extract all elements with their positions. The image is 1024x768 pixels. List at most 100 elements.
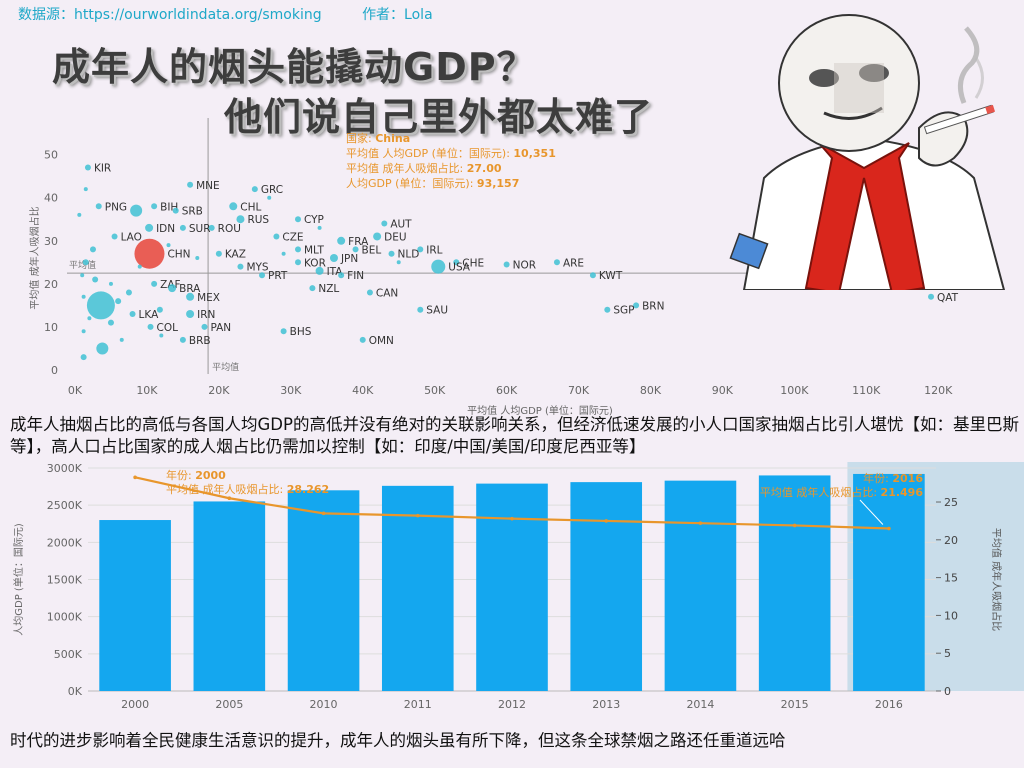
bar-2000[interactable] — [99, 520, 171, 691]
scatter-point[interactable] — [195, 256, 200, 260]
scatter-point[interactable] — [77, 212, 82, 217]
scatter-point-idn[interactable] — [145, 223, 154, 232]
scatter-point-nzl[interactable] — [309, 285, 316, 292]
scatter-point[interactable] — [156, 306, 163, 313]
bar-2015[interactable] — [758, 475, 831, 691]
scatter-point-bel[interactable] — [352, 246, 359, 253]
y-tick-label: 30 — [44, 235, 58, 248]
scatter-point-fin[interactable] — [338, 272, 345, 279]
scatter-point-chn[interactable] — [134, 238, 165, 269]
scatter-point[interactable] — [82, 259, 89, 266]
scatter-point-qat[interactable] — [928, 293, 935, 300]
scatter-point-fra[interactable] — [337, 236, 346, 245]
scatter-point-brb[interactable] — [179, 336, 186, 343]
scatter-point-zaf[interactable] — [151, 280, 158, 287]
scatter-point-deu[interactable] — [373, 232, 382, 241]
scatter-point[interactable] — [396, 260, 401, 265]
line-point-2010[interactable] — [321, 511, 326, 516]
tooltip-line: 人均GDP (单位：国际元): 93,157 — [346, 176, 519, 190]
scatter-point-mlt[interactable] — [295, 246, 301, 253]
scatter-point-che[interactable] — [453, 259, 460, 266]
line-point-2015[interactable] — [792, 523, 797, 528]
scatter-point-chl[interactable] — [229, 202, 238, 211]
point-label: KAZ — [225, 249, 246, 261]
line-point-2016[interactable] — [887, 526, 891, 531]
bar-2013[interactable] — [570, 482, 643, 691]
bar-2016[interactable] — [853, 473, 925, 691]
scatter-point-kor[interactable] — [295, 259, 301, 266]
scatter-point-nld[interactable] — [388, 250, 395, 257]
point-label: OMN — [369, 335, 394, 347]
scatter-point[interactable] — [80, 273, 85, 278]
scatter-point-png[interactable] — [95, 203, 102, 210]
scatter-point-nor[interactable] — [503, 261, 510, 268]
scatter-point-omn[interactable] — [359, 336, 366, 343]
scatter-point[interactable] — [137, 264, 142, 269]
scatter-point-sau[interactable] — [417, 306, 424, 313]
scatter-point-pan[interactable] — [201, 323, 208, 330]
scatter-point-cze[interactable] — [273, 233, 280, 240]
bar-2014[interactable] — [664, 480, 737, 691]
scatter-point-cyp[interactable] — [295, 216, 301, 223]
scatter-point[interactable] — [317, 225, 322, 230]
scatter-point[interactable] — [83, 187, 88, 192]
scatter-point-grc[interactable] — [251, 186, 258, 193]
scatter-point[interactable] — [87, 316, 92, 321]
scatter-point-mys[interactable] — [237, 263, 244, 270]
scatter-point-rou[interactable] — [208, 224, 215, 231]
scatter-point-are[interactable] — [553, 259, 560, 266]
bar-2010[interactable] — [287, 490, 360, 691]
scatter-point-kaz[interactable] — [215, 250, 222, 257]
scatter-point[interactable] — [130, 204, 143, 217]
scatter-point-lao[interactable] — [111, 233, 118, 240]
scatter-point-can[interactable] — [366, 289, 373, 296]
line-point-2012[interactable] — [510, 516, 514, 521]
line-point-2011[interactable] — [415, 513, 420, 518]
line-point-2014[interactable] — [698, 521, 703, 525]
scatter-point[interactable] — [267, 195, 272, 200]
scatter-point-sgp[interactable] — [604, 306, 611, 313]
scatter-point-kwt[interactable] — [589, 272, 596, 279]
scatter-point[interactable] — [81, 329, 86, 334]
scatter-point[interactable] — [159, 333, 164, 338]
scatter-point[interactable] — [96, 342, 109, 355]
y-tick-label: 500K — [54, 648, 83, 661]
scatter-point-brn[interactable] — [633, 302, 640, 309]
scatter-point[interactable] — [115, 298, 122, 305]
scatter-point-aut[interactable] — [381, 220, 388, 227]
scatter-point-prt[interactable] — [259, 272, 266, 279]
scatter-point-usa[interactable] — [431, 259, 446, 274]
scatter-point[interactable] — [108, 281, 113, 286]
line-point-2005[interactable] — [227, 496, 232, 501]
scatter-point-irn[interactable] — [186, 310, 195, 318]
scatter-point-irl[interactable] — [417, 246, 424, 253]
scatter-point[interactable] — [92, 276, 99, 283]
line-point-2000[interactable] — [133, 475, 137, 480]
scatter-point-sur[interactable] — [179, 224, 186, 231]
scatter-point-jpn[interactable] — [329, 254, 338, 262]
scatter-point-col[interactable] — [147, 323, 154, 330]
bar-2012[interactable] — [476, 483, 548, 691]
scatter-point[interactable] — [89, 246, 96, 253]
scatter-point-mex[interactable] — [186, 292, 195, 301]
scatter-point[interactable] — [81, 294, 86, 299]
scatter-point[interactable] — [119, 337, 124, 342]
scatter-point[interactable] — [107, 319, 114, 326]
bar-2011[interactable] — [381, 485, 454, 691]
scatter-point-mne[interactable] — [187, 181, 194, 188]
scatter-point-bhs[interactable] — [280, 328, 287, 335]
scatter-point[interactable] — [125, 289, 132, 296]
scatter-point[interactable] — [166, 243, 171, 248]
scatter-point-rus[interactable] — [236, 215, 245, 224]
scatter-point-ita[interactable] — [315, 266, 324, 275]
scatter-point-lka[interactable] — [129, 311, 136, 317]
scatter-point-bra[interactable] — [168, 284, 177, 293]
bar-2005[interactable] — [193, 501, 266, 691]
scatter-point[interactable] — [281, 251, 286, 256]
line-point-2013[interactable] — [604, 519, 609, 523]
scatter-point[interactable] — [80, 354, 87, 361]
scatter-point-srb[interactable] — [172, 207, 179, 214]
scatter-point-bih[interactable] — [151, 203, 158, 210]
scatter-point-kir[interactable] — [84, 164, 91, 171]
scatter-point[interactable] — [86, 291, 115, 320]
